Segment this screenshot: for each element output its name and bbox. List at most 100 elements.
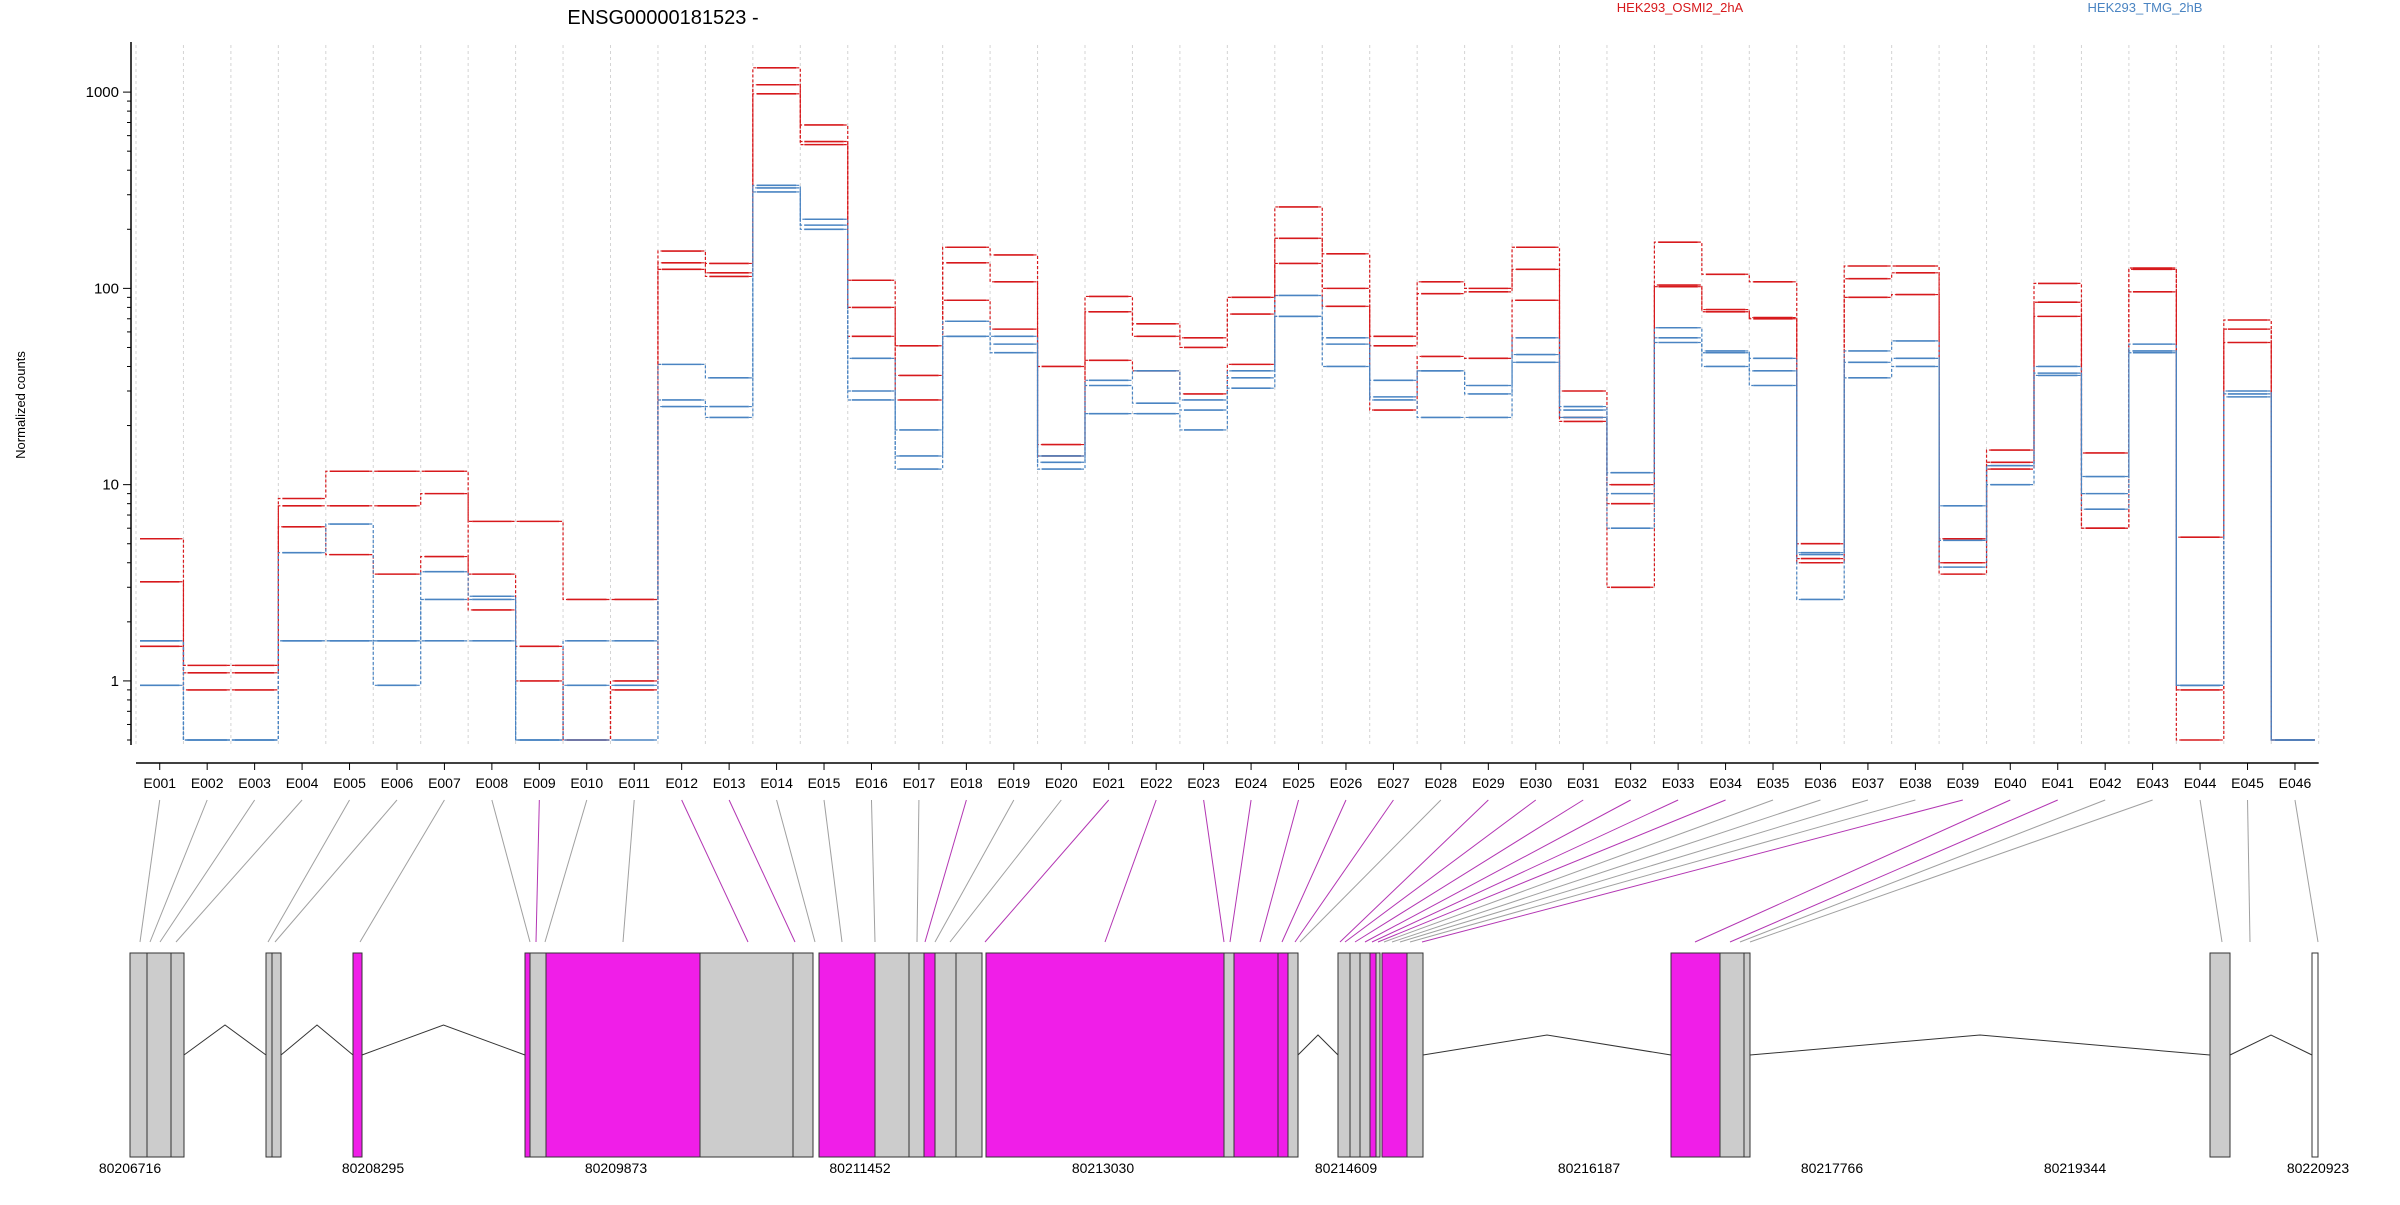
exon-label: E020 [1045, 775, 1078, 791]
exon-connector [535, 799, 540, 943]
exon-connector [1203, 799, 1225, 943]
series-connector [1697, 286, 1706, 313]
exon-connector [1259, 799, 1300, 943]
legend-entry-osmi2: HEK293_OSMI2_2hA [1617, 0, 1744, 15]
intron-line [1749, 1034, 2211, 1056]
exon-connector [1421, 799, 1963, 943]
series-connector [891, 335, 900, 401]
series-connector [464, 493, 473, 575]
series-connector [1365, 365, 1374, 401]
series-connector [1128, 384, 1137, 404]
series-connector [416, 571, 425, 642]
series-connector [511, 609, 520, 682]
series-connector [653, 268, 662, 691]
exon-block [129, 952, 148, 1158]
series-connector [2030, 301, 2038, 463]
series-connector [1318, 237, 1327, 289]
exon-label: E010 [570, 775, 603, 791]
exon-connector [1739, 799, 2106, 943]
text-layer: ENSG00000181523 - Normalized counts HEK2… [13, 0, 2202, 459]
exon-connector [491, 799, 531, 943]
series-connector [986, 246, 995, 256]
highlighted-exon-block [985, 952, 1225, 1158]
exon-label: E001 [143, 775, 176, 791]
series-connector [1081, 384, 1089, 463]
highlighted-exon-block [524, 952, 531, 1158]
exon-connector [934, 799, 1015, 943]
series-connector [2267, 393, 2276, 741]
exon-block [955, 952, 983, 1158]
series-connector [891, 399, 900, 470]
exon-label: E013 [713, 775, 746, 791]
exon-label: E040 [1994, 775, 2027, 791]
series-connector [2172, 352, 2181, 686]
exon-label: E025 [1282, 775, 1315, 791]
series-connector [1223, 363, 1232, 395]
exon-connector [1371, 799, 1679, 943]
exon-block [1223, 952, 1235, 1158]
series-connector [1555, 353, 1564, 408]
series-connector [369, 554, 378, 575]
series-connector [653, 399, 662, 642]
series-connector [1887, 357, 1896, 363]
series-connector [1697, 284, 1706, 311]
series-connector [1318, 315, 1327, 368]
series-connector [1318, 262, 1327, 307]
exon-label: E004 [286, 775, 319, 791]
series-connector [1508, 246, 1517, 289]
series-connector [1128, 295, 1137, 325]
exon-connector [1339, 799, 1489, 943]
legend-entry-tmg: HEK293_TMG_2hB [2088, 0, 2203, 15]
series-connector [891, 279, 900, 347]
series-connector [1460, 291, 1469, 295]
series-connector [1460, 355, 1469, 359]
series-connector [1318, 294, 1327, 339]
series-connector [1697, 341, 1706, 368]
intron-line [1422, 1034, 1672, 1056]
exon-connector [1383, 799, 1774, 943]
exon-label: E008 [476, 775, 509, 791]
series-connector [843, 144, 852, 337]
genomic-coordinate-label: 80219344 [2044, 1160, 2107, 1176]
exon-block [792, 952, 814, 1158]
exon-label: E002 [191, 775, 224, 791]
series-connector [796, 187, 805, 226]
series-connector [2219, 328, 2228, 691]
exon-connector [159, 799, 256, 943]
series-connector [2219, 341, 2228, 741]
series-connector [938, 335, 947, 470]
series-connector [416, 555, 425, 575]
exon-label: E012 [665, 775, 698, 791]
series-connector [1508, 361, 1517, 419]
series-connector [843, 218, 852, 359]
exon-block [934, 952, 957, 1158]
series-connector [1745, 308, 1754, 319]
exon-connector [1399, 799, 1869, 943]
series-connector [1033, 343, 1042, 463]
series-connector [179, 684, 188, 741]
exon-connector [2247, 799, 2251, 943]
series-connector [1175, 402, 1184, 411]
exon-label: E037 [1852, 775, 1885, 791]
series-connector [701, 268, 710, 278]
series-connector [369, 523, 378, 642]
series-connector [2077, 365, 2086, 478]
exon-connector [274, 799, 398, 943]
exon-label: E046 [2279, 775, 2312, 791]
exon-block [1287, 952, 1299, 1158]
series-connector [1413, 399, 1422, 419]
series-connector [464, 571, 473, 597]
y-tick-label: 10 [102, 477, 119, 494]
series-connector [606, 689, 615, 741]
series-connector [1223, 370, 1232, 401]
exon-block [1359, 952, 1371, 1158]
exon-label: E023 [1187, 775, 1220, 791]
exon-connector [544, 799, 588, 943]
exon-connector [949, 799, 1062, 943]
series-connector [748, 191, 757, 419]
intron-line [361, 1024, 526, 1056]
exon-connector [823, 799, 843, 943]
highlighted-exon-block [1369, 952, 1377, 1158]
series-connector [796, 84, 805, 143]
